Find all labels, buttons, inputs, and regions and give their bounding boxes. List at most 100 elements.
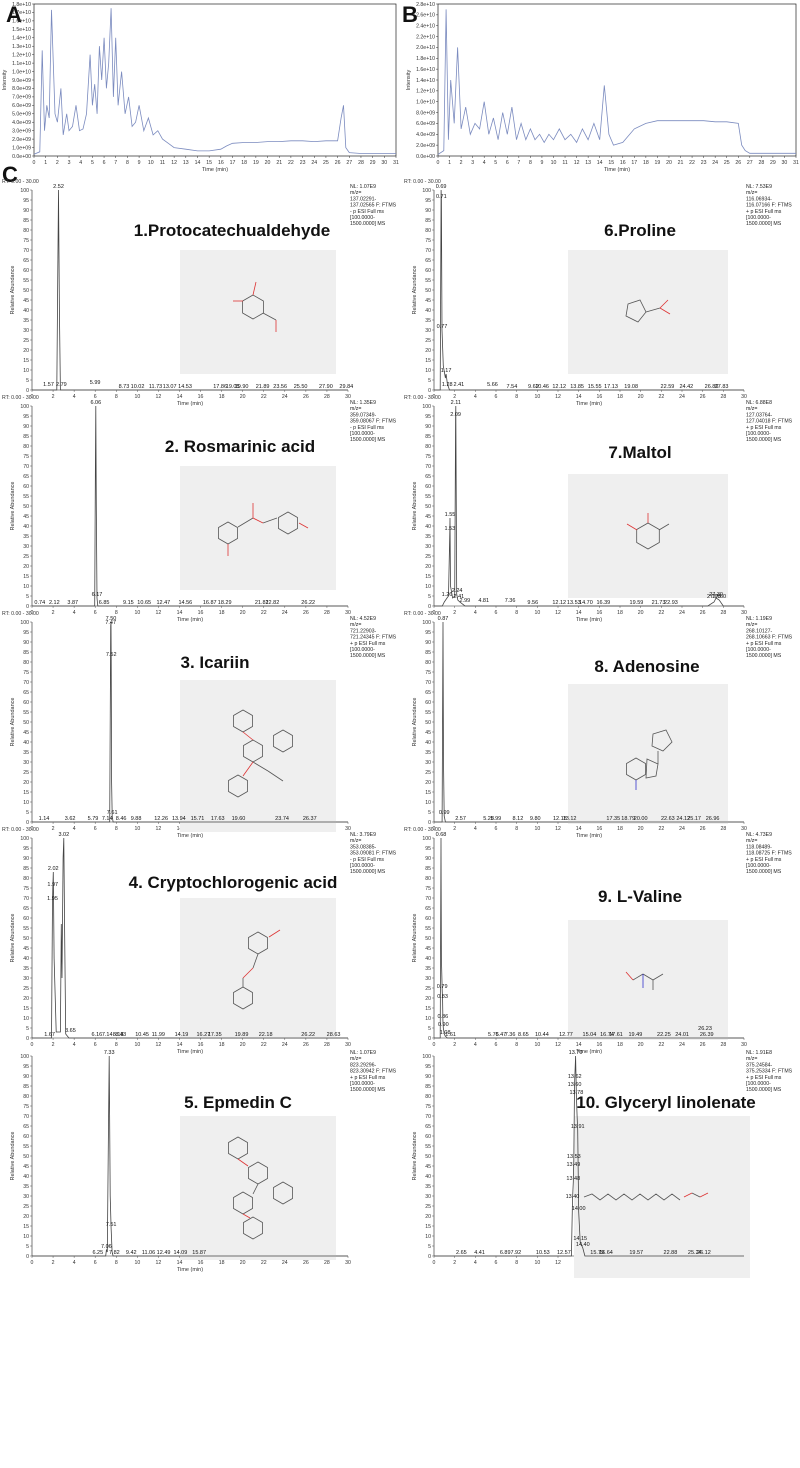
y-tick-label: 65 — [23, 474, 29, 480]
x-tick-label: 8 — [515, 1042, 518, 1048]
peak-label: 13.60 — [568, 1082, 582, 1088]
bond — [268, 929, 281, 938]
x-tick-label: 26 — [700, 826, 706, 832]
chart-6: RT: 0.00 - 30.00051015202530354045505560… — [404, 179, 792, 407]
y-tick-label: 40 — [425, 524, 431, 530]
x-tick-label: 6 — [506, 160, 509, 166]
y-tick-label: 10 — [425, 584, 431, 590]
x-tick-label: 12 — [156, 394, 162, 400]
x-axis-title: Time (min) — [177, 1267, 203, 1273]
y-tick-label: 45 — [23, 298, 29, 304]
nl-line: 1500.0000] MS — [746, 653, 782, 659]
peak-label: 20.00 — [634, 816, 648, 822]
y-tick-label: 1.5e+10 — [12, 27, 31, 33]
y-tick-label: 15 — [425, 574, 431, 580]
y-tick-label: 30 — [23, 1194, 29, 1200]
x-axis-title: Time (min) — [576, 1049, 602, 1055]
bond — [625, 971, 634, 981]
x-tick-label: 12 — [555, 394, 561, 400]
series-line — [434, 405, 744, 607]
x-tick-label: 0 — [433, 1042, 436, 1048]
nl-line: 353.08385- — [350, 844, 377, 850]
x-tick-label: 10 — [534, 610, 540, 616]
molecule-drawing — [626, 729, 673, 790]
y-tick-label: 55 — [425, 278, 431, 284]
rt-range-label: RT: 0.00 - 30.00 — [2, 395, 39, 401]
y-tick-label: 90 — [23, 856, 29, 862]
y-tick-label: 40 — [425, 956, 431, 962]
x-tick-label: 0 — [437, 160, 440, 166]
peak-label: 7.36 — [505, 1032, 516, 1038]
nl-line: [100.0000- — [746, 215, 771, 221]
x-tick-label: 16 — [198, 1260, 204, 1266]
y-tick-label: 35 — [425, 966, 431, 972]
chart-9: RT: 0.00 - 30.00051015202530354045505560… — [404, 827, 792, 1055]
peak-label: 3.62 — [65, 816, 76, 822]
series-line — [32, 405, 348, 607]
y-tick-label: 100 — [20, 620, 29, 626]
peak-label: 7.14 — [102, 816, 113, 822]
y-tick-label: 100 — [20, 1054, 29, 1060]
x-tick-label: 20 — [638, 610, 644, 616]
nl-line: 116.07166 F: FTMS — [746, 203, 792, 209]
y-tick-label: 70 — [23, 248, 29, 254]
x-tick-label: 16 — [198, 610, 204, 616]
x-tick-label: 10 — [551, 160, 557, 166]
y-tick-label: 45 — [23, 730, 29, 736]
nl-line: 268.10663 F: FTMS — [746, 635, 793, 641]
peak-label: 7.47 — [105, 620, 116, 626]
peak-label: 12.12 — [552, 600, 566, 606]
x-tick-label: 2 — [52, 610, 55, 616]
x-tick-label: 30 — [741, 826, 747, 832]
nl-line: [100.0000- — [350, 647, 375, 653]
y-tick-label: 55 — [425, 1144, 431, 1150]
peak-label: 3.87 — [67, 600, 78, 606]
y-tick-label: 5.0e+09 — [12, 112, 31, 118]
y-tick-label: 20 — [425, 1214, 431, 1220]
series-line — [32, 189, 348, 391]
nl-line: + p ESI Full ms — [746, 425, 782, 431]
peak-label: 0.71 — [436, 194, 447, 200]
peak-label: 22.82 — [265, 600, 279, 606]
peak-label: 17.86 — [213, 384, 227, 390]
structure-image — [180, 1116, 336, 1260]
x-tick-label: 30 — [345, 1042, 351, 1048]
nl-line: 118.08725 F: FTMS — [746, 851, 792, 857]
x-tick-label: 28 — [720, 1042, 726, 1048]
compound-title: 6.Proline — [604, 221, 676, 240]
x-tick-label: 16 — [596, 394, 602, 400]
x-tick-label: 14 — [177, 610, 183, 616]
y-tick-label: 30 — [23, 544, 29, 550]
x-tick-label: 16 — [198, 394, 204, 400]
y-tick-label: 20 — [23, 348, 29, 354]
peak-label: 7.54 — [507, 384, 518, 390]
y-tick-label: 100 — [20, 188, 29, 194]
y-tick-label: 60 — [23, 484, 29, 490]
peak-label: 10.44 — [535, 1032, 549, 1038]
nl-line: NL: 1.07E9 — [350, 1050, 376, 1056]
y-tick-label: 50 — [425, 504, 431, 510]
peak-label: 14.19 — [175, 1032, 189, 1038]
x-tick-label: 19 — [253, 160, 259, 166]
peak-label: 2.41 — [454, 382, 465, 388]
nl-info: NL: 1.07E9 m/z= 823.29296-823.30942 F: FTM… — [350, 1050, 397, 1093]
peak-label: 27.90 — [319, 384, 333, 390]
peak-label: 5.75 — [488, 1032, 499, 1038]
peak-label: 8.18 — [113, 1032, 124, 1038]
x-tick-label: 16 — [218, 160, 224, 166]
y-tick-label: 85 — [425, 866, 431, 872]
y-tick-label: 5 — [26, 1026, 29, 1032]
x-tick-label: 20 — [240, 610, 246, 616]
peak-label: 27.83 — [715, 384, 729, 390]
y-tick-label: 25 — [23, 554, 29, 560]
rt-range-label: RT: 0.00 - 30.00 — [2, 179, 39, 185]
x-tick-label: 10 — [534, 826, 540, 832]
peak-label: 27.08 — [707, 594, 721, 600]
x-tick-label: 2 — [453, 1260, 456, 1266]
peak-label: 3.65 — [65, 1028, 76, 1034]
peak-label: 16.64 — [599, 1250, 613, 1256]
y-tick-label: 100 — [422, 1054, 431, 1060]
y-tick-label: 30 — [425, 328, 431, 334]
y-tick-label: 15 — [425, 1006, 431, 1012]
peak-label: 9.88 — [131, 816, 142, 822]
